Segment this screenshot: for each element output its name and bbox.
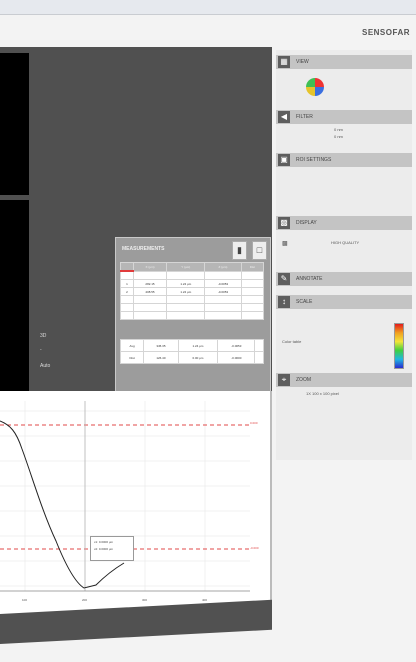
window-titlebar bbox=[0, 0, 416, 15]
x-tick-label: 200 bbox=[82, 598, 88, 602]
table-header: X (µm) bbox=[132, 262, 168, 272]
marker-tooltip: x1: 0.0000 µm x2: 0.0000 µm bbox=[90, 536, 134, 561]
close-icon[interactable]: □ bbox=[252, 241, 267, 260]
filter-value: 0 nm bbox=[334, 127, 343, 132]
quality-icon: ▩ bbox=[282, 241, 288, 247]
measurement-summary: Avg 345.35 1.24 µm -0.0053 Dist 126.40 0… bbox=[119, 339, 264, 364]
view-pane-top[interactable] bbox=[0, 53, 29, 195]
display-quality[interactable]: HIGH QUALITY bbox=[331, 240, 360, 245]
scale-icon: ↕ bbox=[278, 296, 290, 308]
measurement-title: MEASUREMENTS bbox=[122, 246, 165, 252]
table-header bbox=[120, 262, 134, 272]
pin-icon[interactable]: ▮ bbox=[232, 241, 247, 260]
layers-icon: ▦ bbox=[278, 56, 290, 68]
section-display[interactable]: ▩ DISPLAY bbox=[276, 216, 412, 230]
scale-label: Color table bbox=[282, 339, 302, 344]
table-row[interactable] bbox=[120, 270, 265, 280]
y-tick-label: 0.000 bbox=[250, 421, 258, 425]
orientation-cube-icon[interactable] bbox=[306, 78, 324, 96]
zoom-icon: ⌖ bbox=[278, 374, 290, 386]
measurement-panel[interactable]: MEASUREMENTS ▮ □ X (µm) Y (µm) Z (µm) Di… bbox=[115, 237, 271, 396]
profile-curve bbox=[0, 420, 125, 589]
section-view[interactable]: ▦ VIEW bbox=[276, 55, 412, 69]
table-header: Z (µm) bbox=[204, 262, 242, 272]
profile-graph[interactable]: x1: 0.0000 µm x2: 0.0000 µm 0.000 -0.000… bbox=[0, 391, 272, 614]
brand-logo: SENSOFAR bbox=[361, 28, 410, 37]
measurement-table: X (µm) Y (µm) Z (µm) Dist 1 282.15 1.24 … bbox=[120, 262, 265, 320]
table-header: Y (µm) bbox=[166, 262, 206, 272]
table-row: Dist 126.40 0.00 µm -0.0000 bbox=[119, 351, 264, 364]
viewport-label: - bbox=[40, 347, 42, 353]
viewport-label: 3D bbox=[40, 333, 47, 339]
color-scale-bar[interactable] bbox=[394, 323, 404, 369]
profile-plot bbox=[0, 401, 250, 592]
section-roi[interactable]: ▣ ROI SETTINGS bbox=[276, 153, 412, 167]
section-scale[interactable]: ↕ SCALE bbox=[276, 295, 412, 309]
zoom-value: 1X 100 x 100 pixel bbox=[306, 391, 339, 396]
section-annotate[interactable]: ✎ ANNOTATE bbox=[276, 272, 412, 286]
section-zoom[interactable]: ⌖ ZOOM bbox=[276, 373, 412, 387]
table-header: Dist bbox=[240, 262, 265, 272]
table-row[interactable] bbox=[120, 303, 265, 312]
viewport-label: Auto bbox=[40, 363, 51, 369]
pencil-icon: ✎ bbox=[278, 273, 290, 285]
region-icon: ▣ bbox=[278, 154, 290, 166]
section-filter[interactable]: ◀ FILTER bbox=[276, 110, 412, 124]
x-tick-label: 400 bbox=[202, 598, 208, 602]
table-row[interactable] bbox=[120, 311, 265, 320]
settings-panel: ▦ VIEW ◀ FILTER 0 nm 0 nm ▣ ROI SETTINGS… bbox=[276, 50, 412, 460]
x-tick-label: 300 bbox=[142, 598, 148, 602]
y-tick-label: -0.000 bbox=[250, 546, 259, 550]
table-row[interactable]: 2 408.55 1.24 µm -0.0053 bbox=[120, 287, 265, 296]
table-row[interactable] bbox=[120, 295, 265, 304]
display-icon: ▩ bbox=[278, 217, 290, 229]
table-row: Avg 345.35 1.24 µm -0.0053 bbox=[119, 339, 264, 352]
table-row[interactable]: 1 282.15 1.24 µm -0.0053 bbox=[120, 279, 265, 288]
filter-icon: ◀ bbox=[278, 111, 290, 123]
filter-value: 0 nm bbox=[334, 134, 343, 139]
x-tick-label: 100 bbox=[22, 598, 28, 602]
